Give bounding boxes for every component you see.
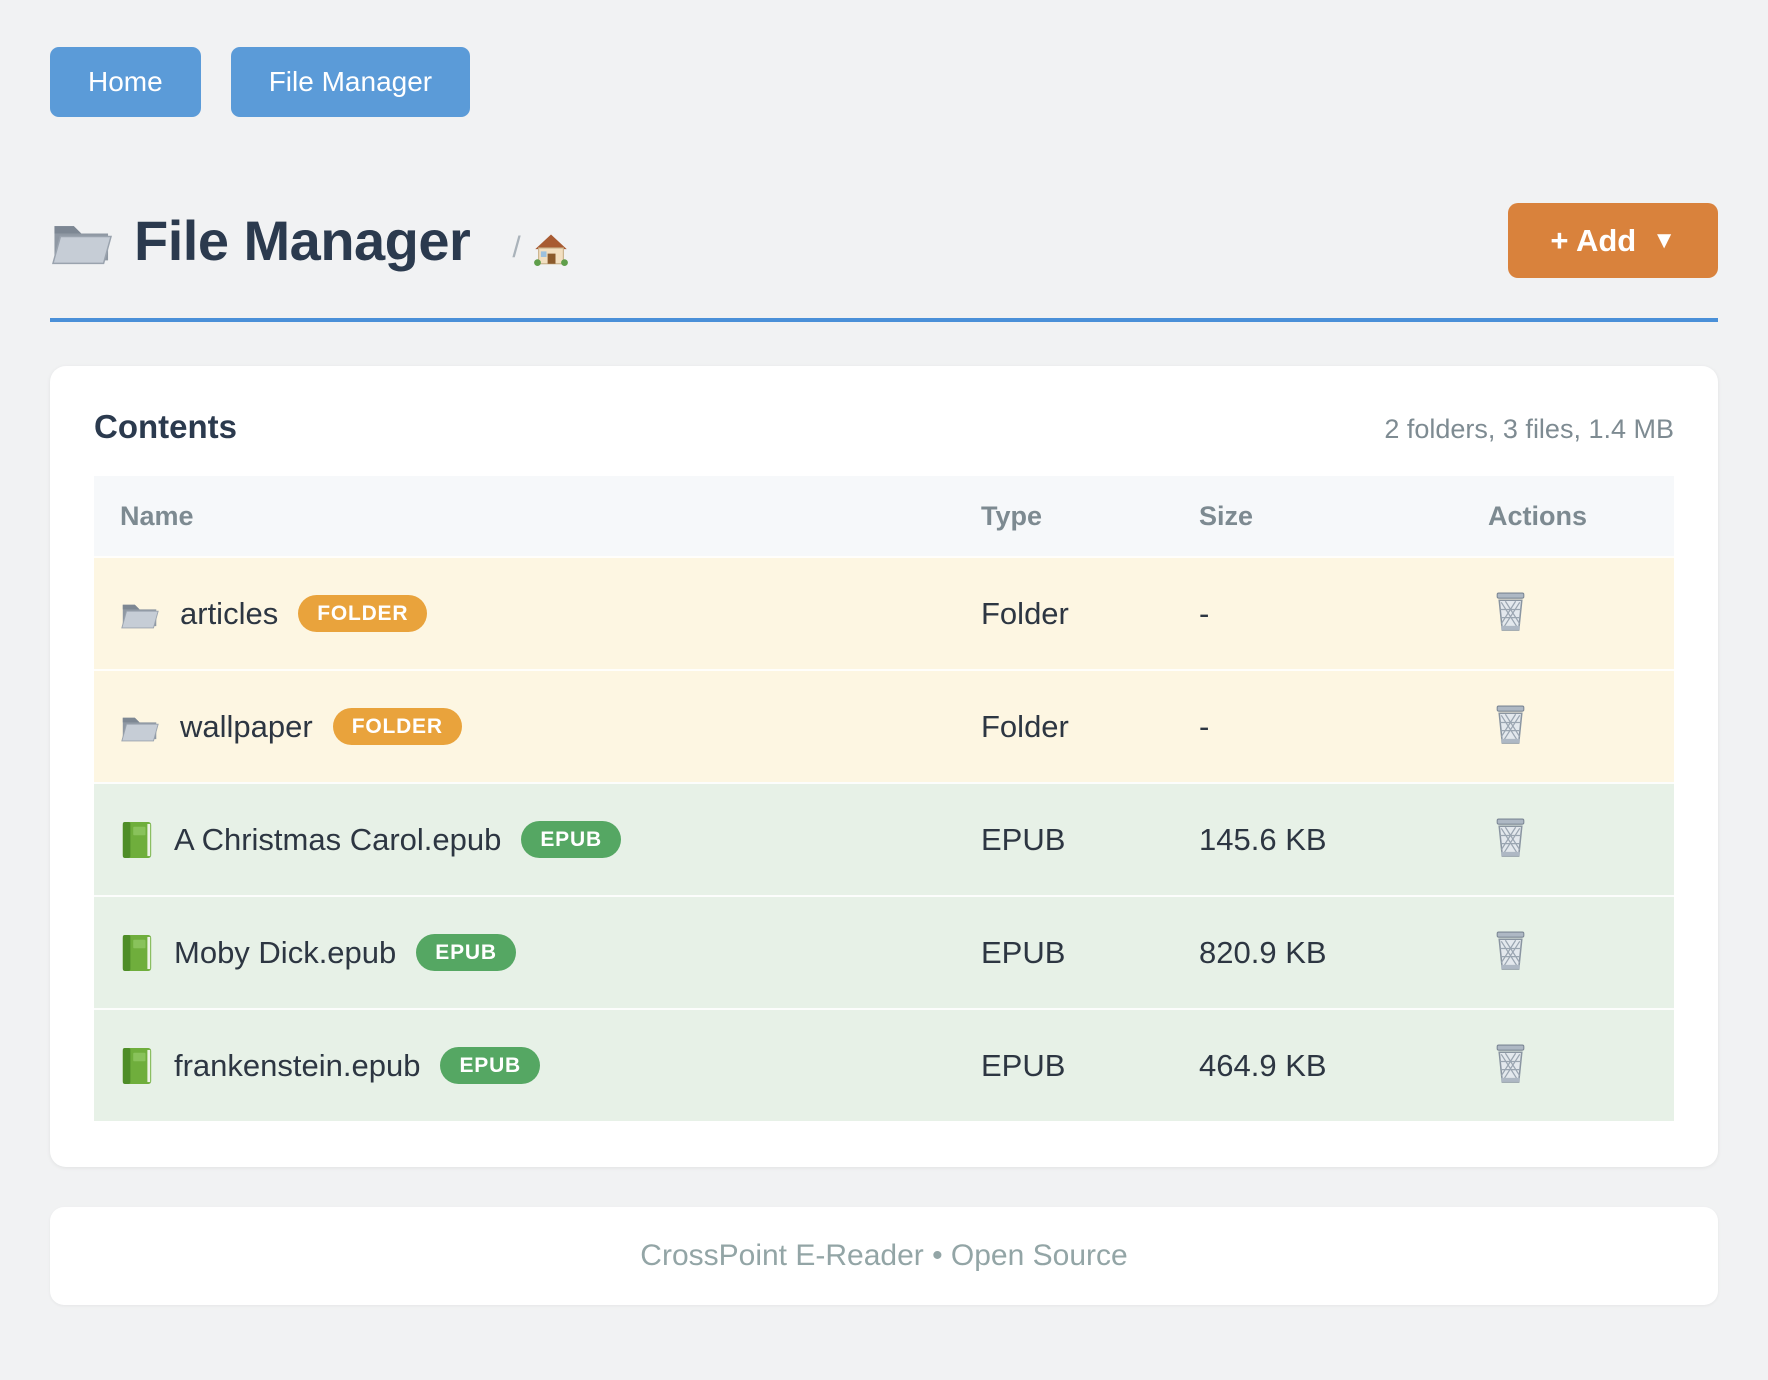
top-navigation: Home File Manager	[50, 0, 1718, 117]
file-size: 464.9 KB	[1199, 1047, 1327, 1083]
folder-badge: FOLDER	[298, 595, 428, 632]
folder-badge: FOLDER	[332, 708, 462, 745]
table-row: articles FOLDER Folder -	[94, 556, 1674, 669]
home-icon[interactable]	[533, 230, 569, 267]
book-icon	[120, 933, 154, 973]
trash-icon	[1492, 704, 1529, 745]
delete-button[interactable]	[1488, 926, 1533, 975]
delete-button[interactable]	[1488, 1039, 1533, 1088]
trash-icon	[1492, 817, 1529, 858]
book-icon	[120, 820, 154, 860]
column-header-type: Type	[981, 500, 1043, 531]
table-row: wallpaper FOLDER Folder -	[94, 669, 1674, 782]
home-button[interactable]: Home	[50, 47, 201, 117]
trash-icon	[1492, 930, 1529, 971]
contents-title: Contents	[94, 408, 237, 445]
trash-icon	[1492, 591, 1529, 632]
file-name-link[interactable]: Moby Dick.epub	[174, 934, 397, 970]
page-title: File Manager	[134, 209, 471, 272]
file-type: EPUB	[981, 1047, 1066, 1083]
epub-badge: EPUB	[416, 934, 516, 971]
file-size: 820.9 KB	[1199, 934, 1327, 970]
file-name-link[interactable]: A Christmas Carol.epub	[174, 821, 502, 857]
contents-card: Contents 2 folders, 3 files, 1.4 MB Name…	[50, 366, 1718, 1167]
file-name-link[interactable]: frankenstein.epub	[174, 1047, 421, 1083]
delete-button[interactable]	[1488, 587, 1533, 636]
breadcrumb: /	[512, 230, 569, 267]
file-size: 145.6 KB	[1199, 821, 1327, 857]
file-manager-button[interactable]: File Manager	[230, 47, 471, 117]
add-button-label: + Add	[1550, 223, 1637, 258]
footer-text: CrossPoint E-Reader • Open Source	[640, 1239, 1128, 1272]
file-name-link[interactable]: wallpaper	[180, 708, 313, 744]
file-size: -	[1199, 708, 1210, 744]
file-type: Folder	[981, 595, 1069, 631]
folder-icon	[50, 214, 114, 268]
contents-summary: 2 folders, 3 files, 1.4 MB	[1384, 414, 1674, 444]
file-name-link[interactable]: articles	[180, 595, 279, 631]
table-header-row: Name Type Size Actions	[94, 476, 1674, 556]
epub-badge: EPUB	[440, 1047, 541, 1084]
table-row: frankenstein.epub EPUB EPUB 464.9 KB	[94, 1008, 1674, 1121]
page-header: File Manager / + Add ▼	[50, 203, 1718, 278]
folder-icon	[120, 598, 160, 630]
delete-button[interactable]	[1488, 813, 1533, 862]
column-header-size: Size	[1199, 500, 1254, 531]
delete-button[interactable]	[1488, 700, 1533, 749]
trash-icon	[1492, 1043, 1529, 1084]
table-row: Moby Dick.epub EPUB EPUB 820.9 KB	[94, 895, 1674, 1008]
file-size: -	[1199, 595, 1210, 631]
file-type: EPUB	[981, 934, 1066, 970]
column-header-actions: Actions	[1488, 500, 1588, 531]
breadcrumb-separator: /	[512, 230, 521, 264]
footer: CrossPoint E-Reader • Open Source	[50, 1207, 1718, 1305]
file-table: Name Type Size Actions articles FOLDER F…	[94, 476, 1674, 1121]
column-header-name: Name	[120, 500, 194, 531]
caret-down-icon: ▼	[1652, 226, 1676, 254]
book-icon	[120, 1046, 154, 1086]
folder-icon	[120, 711, 160, 743]
file-type: EPUB	[981, 821, 1066, 857]
epub-badge: EPUB	[521, 821, 621, 858]
add-button[interactable]: + Add ▼	[1508, 203, 1718, 278]
table-row: A Christmas Carol.epub EPUB EPUB 145.6 K…	[94, 782, 1674, 895]
header-divider	[50, 318, 1718, 322]
file-type: Folder	[981, 708, 1069, 744]
